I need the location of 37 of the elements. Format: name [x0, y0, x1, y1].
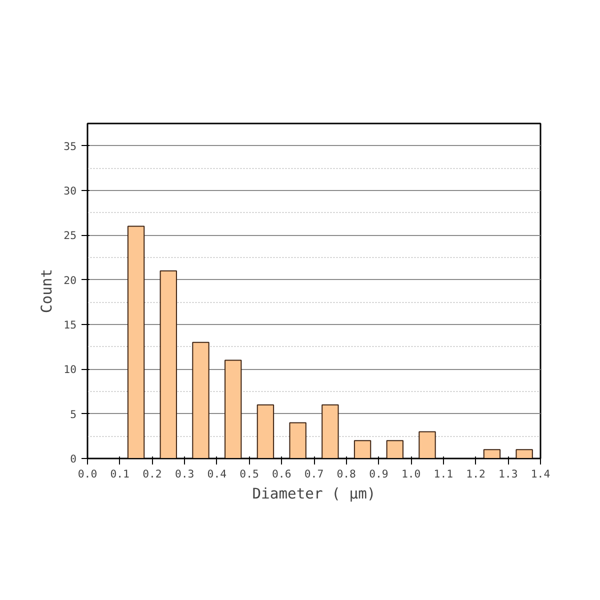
y-tick-label: 25 — [64, 229, 77, 242]
bar — [289, 422, 306, 458]
x-tick-label: 1.0 — [401, 468, 421, 480]
x-tick-label: 0.5 — [240, 468, 259, 480]
bar — [127, 226, 145, 458]
y-tick-label: 5 — [70, 408, 77, 421]
bar — [516, 449, 533, 458]
bar — [192, 342, 210, 458]
x-tick-label: 0.1 — [110, 468, 130, 480]
x-axis-title: Diameter ( μm) — [252, 486, 376, 502]
x-tick-label: 1.3 — [498, 468, 518, 480]
bar — [160, 270, 177, 458]
x-tick-label: 0.8 — [336, 468, 356, 480]
x-tick-label: 0.9 — [369, 468, 388, 480]
bar — [386, 440, 404, 458]
bar — [354, 440, 372, 458]
y-tick-label: 10 — [64, 363, 77, 376]
x-tick-label: 0.4 — [207, 468, 227, 480]
y-tick-label: 30 — [64, 184, 77, 198]
x-tick-label: 0.6 — [272, 468, 292, 480]
x-tick-label: 1.1 — [434, 468, 454, 480]
bar — [418, 431, 436, 458]
x-tick-label: 0.0 — [78, 468, 98, 480]
x-tick-label: 0.2 — [142, 468, 162, 480]
bar — [256, 404, 274, 458]
bar — [483, 449, 501, 458]
bar — [224, 360, 242, 458]
y-tick-label: 15 — [64, 318, 77, 332]
y-tick-label: 0 — [70, 452, 77, 466]
y-tick-label: 20 — [64, 274, 77, 287]
y-tick-label: 35 — [64, 140, 77, 153]
x-tick-label: 1.4 — [530, 468, 550, 480]
x-tick-label: 1.2 — [466, 468, 486, 480]
y-axis-title: Count — [38, 268, 56, 314]
x-tick-label: 0.7 — [304, 468, 324, 480]
bar — [322, 404, 339, 458]
x-tick-label: 0.3 — [174, 468, 194, 480]
